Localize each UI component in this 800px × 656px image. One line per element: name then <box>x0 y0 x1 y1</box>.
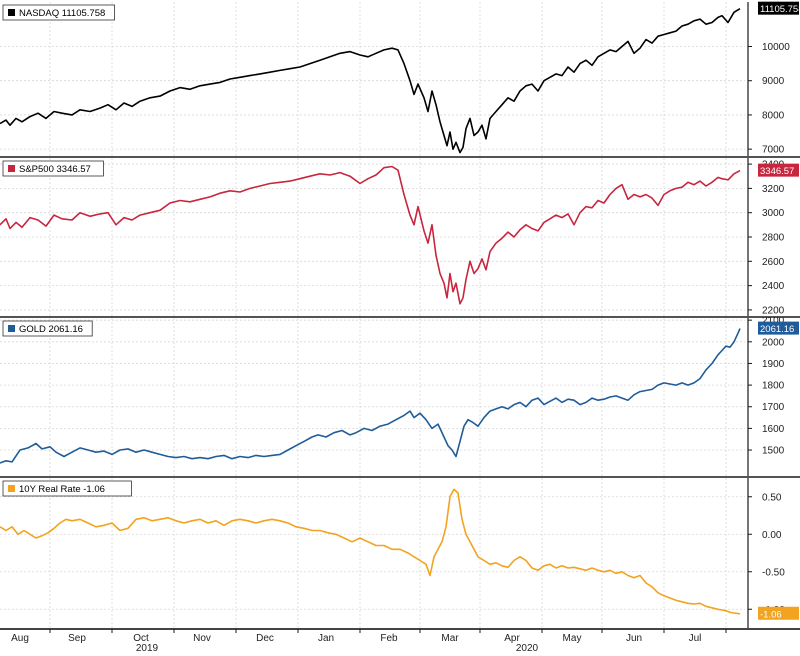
legend-swatch <box>8 9 15 16</box>
panel-gold: 1500 1600 1700 1800 1900 2000 2100 GOLD 2061.16… <box>0 316 800 478</box>
legend: S&P500 3346.57 <box>2 160 104 177</box>
y-tick-label: 1900 <box>762 359 785 370</box>
x-tick-label: Mar <box>441 633 459 644</box>
y-tick-label: 9000 <box>762 76 785 87</box>
last-value-tag: 2061.16 <box>758 321 799 335</box>
x-tick-label: Jul <box>689 633 702 644</box>
legend: 10Y Real Rate -1.06 <box>2 480 132 497</box>
y-tick-label: 2200 <box>762 305 785 316</box>
legend-swatch <box>8 325 15 332</box>
series-line <box>0 8 741 154</box>
legend-label: 10Y Real Rate -1.06 <box>19 484 105 495</box>
x-tick-label: May <box>563 633 582 644</box>
legend-label: S&P500 3346.57 <box>19 164 91 175</box>
y-tick-label: 1700 <box>762 402 785 413</box>
x-tick-label: Nov <box>193 633 211 644</box>
x-year-label: 2019 <box>136 643 159 654</box>
last-value-label: 2061.16 <box>760 324 794 335</box>
last-value-tag: -1.06 <box>758 606 799 620</box>
y-tick-label: -0.50 <box>762 567 785 578</box>
y-tick-label: 3200 <box>762 184 785 195</box>
y-tick-label: 3000 <box>762 208 785 219</box>
y-tick-label: 2100 <box>762 316 785 327</box>
last-value-bg <box>758 321 799 335</box>
legend-swatch <box>8 165 15 172</box>
y-tick-label: 1500 <box>762 446 785 457</box>
legend-box <box>2 4 115 21</box>
legend: GOLD 2061.16 <box>2 320 93 337</box>
x-axis: Aug Sep Oct Nov Dec Jan Feb Mar Apr May Jun Jul 2019… <box>0 628 800 654</box>
y-tick-label: 10000 <box>762 42 790 53</box>
legend-label: NASDAQ 11105.758 <box>19 8 105 19</box>
legend: NASDAQ 11105.758 <box>2 4 115 21</box>
x-tick-label: Apr <box>504 633 520 644</box>
series-line <box>0 488 741 615</box>
y-tick-label: 0.50 <box>762 492 782 503</box>
legend-label: GOLD 2061.16 <box>19 324 83 335</box>
y-tick-label: 0.00 <box>762 530 782 541</box>
x-tick-label: Oct <box>133 633 149 644</box>
x-tick-label: Aug <box>11 633 29 644</box>
last-value-tag: 3346.57 <box>758 163 799 177</box>
legend-swatch <box>8 485 15 492</box>
x-tick-label: Jan <box>318 633 334 644</box>
x-tick-label: Sep <box>68 633 86 644</box>
x-tick-label: Jun <box>626 633 642 644</box>
y-tick-label: 1800 <box>762 381 785 392</box>
y-tick-label: 7000 <box>762 145 785 156</box>
y-tick-label: 2400 <box>762 281 785 292</box>
y-tick-label: 2600 <box>762 257 785 268</box>
last-value-label: 3346.57 <box>760 166 794 177</box>
x-tick-label: Dec <box>256 633 274 644</box>
last-value-tag: 11105.758 <box>758 1 800 15</box>
last-value-label: 11105.758 <box>760 4 800 15</box>
series-line <box>0 165 741 305</box>
y-tick-label: 2800 <box>762 233 785 244</box>
last-value-bg <box>758 1 799 15</box>
y-tick-label: 8000 <box>762 110 785 121</box>
last-value-bg <box>758 163 799 177</box>
legend-box <box>2 160 104 177</box>
legend-box <box>2 480 132 497</box>
panel-nasdaq: 7000 8000 9000 10000 NASDAQ 11105.758 11105.7… <box>0 1 800 158</box>
panel-s-p500: 2200240026002800300032003400S&P500 3346.… <box>0 158 800 318</box>
series-line <box>0 328 741 464</box>
last-value-bg <box>758 606 799 620</box>
y-tick-label: 1600 <box>762 424 785 435</box>
x-year-label: 2020 <box>516 643 539 654</box>
last-value-label: -1.06 <box>760 609 782 620</box>
x-tick-label: Feb <box>380 633 398 644</box>
y-tick-label: 2000 <box>762 337 785 348</box>
legend-box <box>2 320 93 337</box>
